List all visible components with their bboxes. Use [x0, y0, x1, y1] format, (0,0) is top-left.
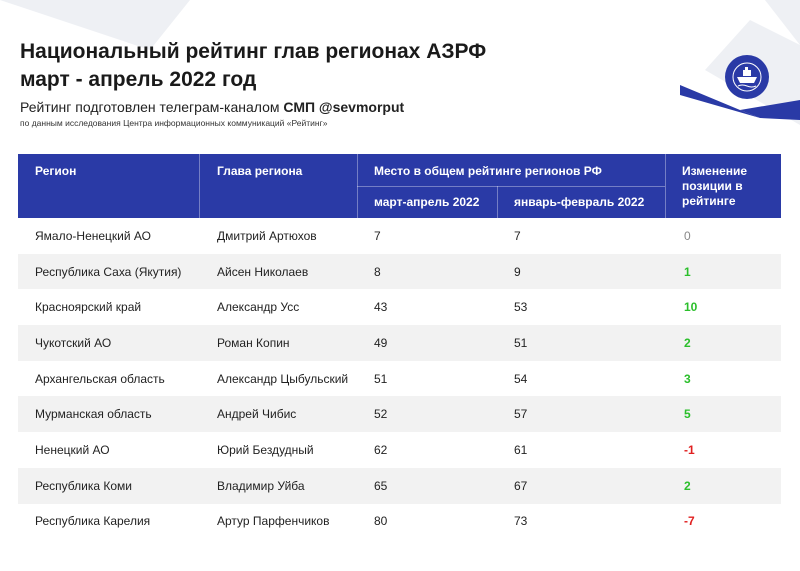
header-change-line-1: Изменение [682, 164, 748, 178]
cell-change: 10 [684, 300, 698, 315]
cell-change: -7 [684, 514, 695, 529]
cell-change: 0 [684, 228, 691, 243]
cell-region: Чукотский АО [35, 335, 112, 350]
cell-rank-previous: 67 [514, 478, 528, 493]
cell-region: Ямало-Ненецкий АО [35, 228, 151, 243]
header-divider [665, 154, 666, 218]
table-header: Регион Глава региона Место в общем рейти… [18, 154, 781, 218]
cell-head: Александр Цыбульский [217, 371, 349, 386]
cell-rank-previous: 9 [514, 264, 521, 279]
cell-rank-previous: 51 [514, 335, 528, 350]
rating-table: Регион Глава региона Место в общем рейти… [18, 154, 781, 539]
table-row: Ненецкий АО Юрий Бездудный 62 61 -1 [18, 432, 781, 468]
cell-region: Республика Карелия [35, 514, 151, 529]
subtitle-channel: СМП @sevmorput [283, 99, 405, 115]
cell-rank-previous: 54 [514, 371, 528, 386]
table-row: Чукотский АО Роман Копин 49 51 2 [18, 325, 781, 361]
cell-rank-previous: 61 [514, 442, 528, 457]
cell-region: Республика Саха (Якутия) [35, 264, 182, 279]
cell-region: Архангельская область [35, 371, 165, 386]
cell-rank-current: 7 [374, 228, 381, 243]
decorative-corner-shape [0, 0, 190, 50]
cell-region: Ненецкий АО [35, 442, 110, 457]
page-title: Национальный рейтинг глав регионах АЗРФ … [20, 38, 486, 94]
subtitle-prefix: Рейтинг подготовлен телеграм-каналом [20, 99, 284, 115]
cell-region: Республика Коми [35, 478, 132, 493]
cell-head: Дмитрий Артюхов [217, 228, 317, 243]
cell-head: Артур Парфенчиков [217, 514, 330, 529]
table-row: Республика Коми Владимир Уйба 65 67 2 [18, 467, 781, 504]
cell-change: 5 [684, 407, 691, 422]
cell-head: Владимир Уйба [217, 478, 305, 493]
cell-change: 2 [684, 478, 691, 493]
subtitle: Рейтинг подготовлен телеграм-каналом СМП… [20, 99, 404, 115]
cell-rank-previous: 7 [514, 228, 521, 243]
cell-rank-current: 49 [374, 335, 388, 350]
cell-rank-current: 62 [374, 442, 388, 457]
table-row: Республика Карелия Артур Парфенчиков 80 … [18, 504, 781, 540]
cell-change: 3 [684, 371, 691, 386]
cell-rank-current: 51 [374, 371, 388, 386]
cell-rank-previous: 57 [514, 407, 528, 422]
logo [725, 55, 769, 99]
cell-rank-current: 80 [374, 514, 388, 529]
cell-region: Красноярский край [35, 300, 142, 315]
cell-rank-current: 8 [374, 264, 381, 279]
header-head: Глава региона [217, 164, 303, 178]
source-note: по данным исследования Центра информацио… [20, 118, 328, 128]
cell-change: 1 [684, 264, 691, 279]
header-change-line-3: рейтинге [682, 194, 736, 208]
cell-rank-current: 52 [374, 407, 388, 422]
table-row: Мурманская область Андрей Чибис 52 57 5 [18, 396, 781, 433]
header-rank-group: Место в общем рейтинге регионов РФ [374, 164, 602, 178]
header-divider [497, 186, 498, 218]
cell-head: Айсен Николаев [217, 264, 309, 279]
cell-change: 2 [684, 335, 691, 350]
table-row: Республика Саха (Якутия) Айсен Николаев … [18, 253, 781, 290]
header-rank-previous: январь-февраль 2022 [514, 195, 645, 209]
cell-region: Мурманская область [35, 407, 152, 422]
header-rank-current: март-апрель 2022 [374, 195, 480, 209]
cell-head: Александр Усс [217, 300, 300, 315]
header-region: Регион [35, 164, 77, 178]
table-row: Ямало-Ненецкий АО Дмитрий Артюхов 7 7 0 [18, 218, 781, 254]
cell-rank-current: 65 [374, 478, 388, 493]
table-row: Красноярский край Александр Усс 43 53 10 [18, 289, 781, 325]
cell-rank-previous: 73 [514, 514, 528, 529]
title-line-1: Национальный рейтинг глав регионах АЗРФ [20, 40, 487, 63]
cell-rank-current: 43 [374, 300, 388, 315]
cell-head: Роман Копин [217, 335, 290, 350]
cell-change: -1 [684, 442, 695, 457]
cell-rank-previous: 53 [514, 300, 528, 315]
table-body: Ямало-Ненецкий АО Дмитрий Артюхов 7 7 0 … [18, 218, 781, 539]
header-change-line-2: позиции в [682, 179, 743, 193]
title-line-2: март - апрель 2022 год [20, 68, 257, 91]
header-change: Изменение позиции в рейтинге [682, 164, 747, 209]
table-row: Архангельская область Александр Цыбульск… [18, 361, 781, 397]
header-divider-horizontal [357, 186, 665, 187]
cell-head: Андрей Чибис [217, 407, 297, 422]
header-divider [357, 154, 358, 218]
cell-head: Юрий Бездудный [217, 442, 314, 457]
header-divider [199, 154, 200, 218]
icebreaker-ship-icon [732, 62, 762, 92]
